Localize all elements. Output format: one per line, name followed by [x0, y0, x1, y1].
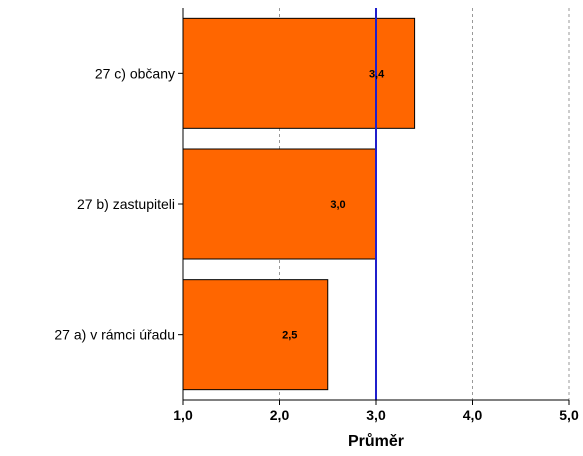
bar [182, 279, 329, 391]
x-tick-label: 3,0 [366, 407, 386, 423]
x-tick-label: 2,0 [270, 407, 290, 423]
category-label: 27 c) občany [95, 65, 175, 81]
labels: 3,4 27 c) občany 3,0 27 b) zastupiteli 2,5 27… [54, 65, 579, 423]
data-label: 3,0 [330, 199, 345, 211]
x-tick-label: 5,0 [559, 407, 579, 423]
data-label: 3,4 [369, 68, 385, 80]
axes [178, 8, 570, 405]
x-tick-label: 4,0 [463, 407, 483, 423]
x-tick-label: 1,0 [173, 407, 193, 423]
category-label: 27 a) v rámci úřadu [54, 327, 175, 343]
x-axis-title: Průměr [348, 433, 404, 450]
category-label: 27 b) zastupiteli [77, 196, 175, 212]
data-label: 2,5 [282, 330, 297, 342]
bar [182, 148, 377, 260]
